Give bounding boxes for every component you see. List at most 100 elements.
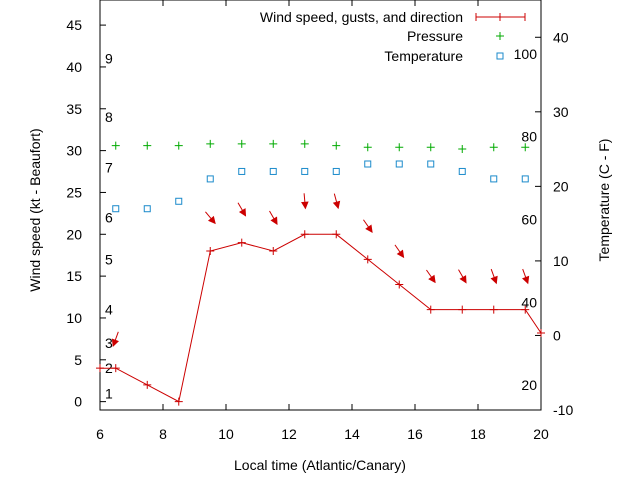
wind-speed-point (489, 305, 498, 314)
wind-arrow (363, 219, 373, 233)
wind-speed-point (111, 364, 120, 373)
beaufort-label: 1 (105, 385, 113, 401)
temperature-point (112, 205, 120, 213)
wind-speed-point (96, 364, 104, 373)
wind-arrow-head (490, 275, 498, 285)
y-left-tick-label: 35 (66, 101, 82, 117)
legend-temperature-swatch (496, 52, 504, 60)
legend-pressure-swatch (496, 32, 504, 40)
temperature-point (521, 175, 529, 183)
y-left-tick-label: 20 (66, 226, 82, 242)
x-tick-label: 14 (344, 426, 360, 442)
wind-arrow (237, 202, 247, 217)
wind-speed-point (426, 305, 435, 314)
y-right-tick-label: 10 (553, 253, 569, 269)
y-left-tick-label: 5 (74, 352, 82, 368)
y-axis-left-title: Wind speed (kt - Beaufort) (27, 128, 43, 291)
temperature-point (269, 167, 277, 175)
legend-temperature-label: Temperature (384, 48, 463, 64)
gust-direction-arrows (111, 193, 530, 347)
x-tick-label: 16 (407, 426, 423, 442)
wind-arrow-head (459, 275, 467, 284)
y-left-tick-label: 10 (66, 310, 82, 326)
pressure-point (458, 144, 467, 153)
temperature-point (175, 197, 183, 205)
wind-arrow (522, 268, 530, 285)
temperature-point (427, 160, 435, 168)
temperature-point (490, 175, 498, 183)
wind-arrow-head (522, 275, 530, 285)
wind-arrow-head (396, 249, 405, 259)
wind-arrow-head (111, 338, 119, 347)
pressure-point (300, 139, 309, 148)
pressure-point (332, 141, 341, 150)
wind-speed-point (269, 247, 278, 256)
pressure-point (363, 143, 372, 152)
pressure-point (111, 141, 120, 150)
y-left-tick-label: 0 (74, 394, 82, 410)
wind-speed-point (143, 380, 152, 389)
pressure-point (395, 143, 404, 152)
y-left-tick-label: 40 (66, 59, 82, 75)
wind-arrow (458, 269, 467, 284)
wind-speed-point (458, 305, 467, 314)
wind-arrow (269, 210, 278, 226)
tick-marks (99, 0, 542, 411)
y-left-tick-label: 30 (66, 143, 82, 159)
wind-arrow-head (365, 224, 373, 233)
wind-arrow-head (301, 201, 309, 210)
temperature-point (301, 167, 309, 175)
pressure-point (489, 143, 498, 152)
wind-arrow (394, 244, 405, 259)
pressure-point (269, 139, 278, 148)
temperature-point (206, 175, 214, 183)
wind-speed-line (100, 233, 542, 403)
x-tick-label: 12 (281, 426, 297, 442)
wind-arrow-head (332, 200, 341, 210)
wind-speed-point (206, 247, 215, 256)
legend-wind-label: Wind speed, gusts, and direction (260, 9, 463, 25)
wind-arrow (301, 193, 309, 210)
beaufort-label: 8 (105, 109, 113, 125)
fahrenheit-label: 100 (514, 46, 538, 62)
x-tick-label: 10 (218, 426, 234, 442)
wind-arrow-head (428, 274, 436, 284)
wind-arrow (332, 193, 341, 210)
temperature-point (458, 167, 466, 175)
y-right-tick-label: -10 (553, 402, 573, 418)
wind-speed-point (537, 329, 545, 338)
temperature-point (395, 160, 403, 168)
y-axis-right-title: Temperature (C - F) (596, 139, 612, 262)
pressure-point (521, 143, 530, 152)
beaufort-label: 6 (105, 210, 113, 226)
x-tick-label: 18 (470, 426, 486, 442)
temperature-point (364, 160, 372, 168)
beaufort-label: 5 (105, 251, 113, 267)
wind-speed-point (332, 230, 341, 239)
x-tick-label: 8 (159, 426, 167, 442)
fahrenheit-label: 20 (521, 377, 537, 393)
wind-arrow (111, 331, 119, 347)
wind-arrow (490, 268, 498, 285)
x-tick-label: 6 (96, 426, 104, 442)
legend-wind-swatch (475, 13, 526, 21)
wind-speed-point (363, 255, 372, 264)
x-axis-title: Local time (Atlantic/Canary) (234, 457, 406, 473)
x-tick-label: 20 (533, 426, 549, 442)
pressure-point (206, 139, 215, 148)
y-left-tick-label: 15 (66, 268, 82, 284)
legend: Wind speed, gusts, and direction Pressur… (260, 9, 526, 64)
y-right-tick-label: 30 (553, 104, 569, 120)
wind-speed-point (300, 230, 309, 239)
pressure-point (426, 143, 435, 152)
wind-speed-point (521, 305, 530, 314)
temperature-point (332, 167, 340, 175)
wind-arrow-head (238, 208, 247, 217)
fahrenheit-label: 60 (521, 211, 537, 227)
y-right-tick-label: 0 (553, 327, 561, 343)
temperature-point (238, 167, 246, 175)
wind-arrow-head (207, 215, 216, 225)
wind-arrow (205, 211, 216, 225)
fahrenheit-scale: 20 40 60 80 100 (514, 46, 538, 393)
